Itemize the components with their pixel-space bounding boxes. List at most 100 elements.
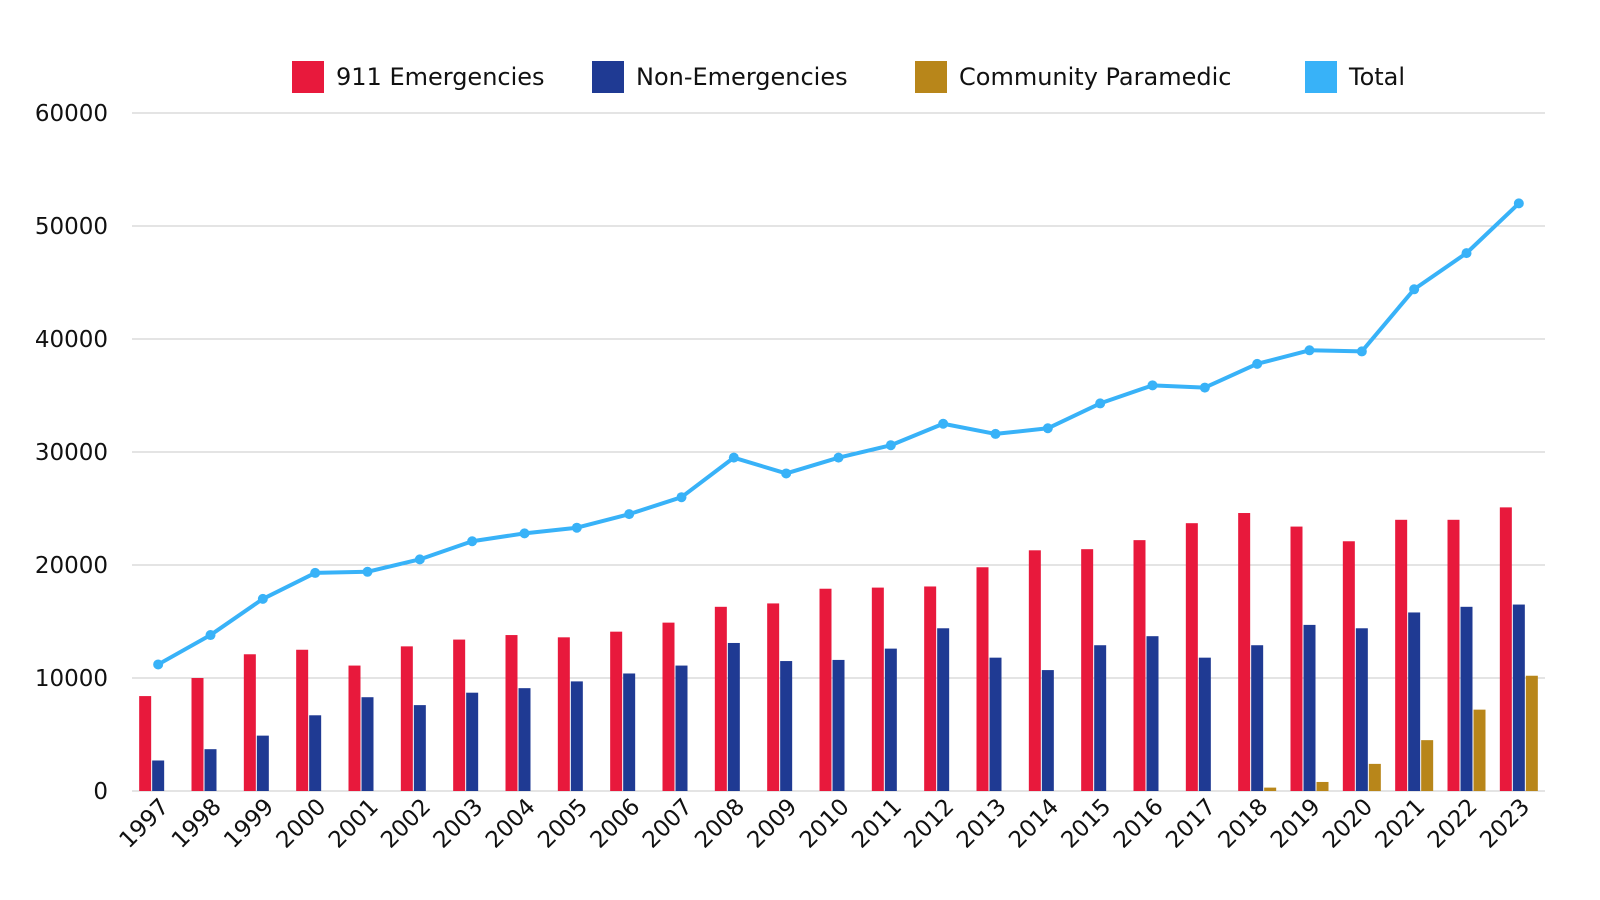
line-point: [1095, 398, 1106, 409]
line-point: [362, 566, 373, 577]
legend-swatch: [915, 61, 947, 93]
y-tick-label: 10000: [35, 666, 108, 692]
bar: [1460, 606, 1473, 791]
bar: [505, 635, 518, 791]
bar: [1512, 604, 1525, 791]
x-tick-label: 2011: [847, 794, 907, 854]
bar: [557, 637, 570, 791]
x-tick-label: 2010: [795, 794, 855, 854]
bar: [1316, 781, 1329, 791]
line-point: [310, 567, 321, 578]
x-tick-label: 2007: [638, 794, 698, 854]
x-tick-label: 2000: [272, 794, 332, 854]
y-axis-ticks: 0 10000 20000 30000 40000 50000 60000: [35, 101, 108, 805]
line-point: [1409, 284, 1420, 295]
bar: [243, 654, 256, 791]
bar: [309, 715, 322, 791]
bar: [1081, 549, 1094, 791]
bar: [1094, 645, 1107, 791]
bar: [518, 688, 531, 791]
line-point: [676, 492, 687, 503]
bar: [204, 749, 217, 791]
x-tick-label: 2020: [1318, 794, 1378, 854]
legend-label: 911 Emergencies: [336, 63, 545, 91]
x-tick-label: 2019: [1266, 794, 1326, 854]
bar: [662, 622, 675, 791]
x-tick-label: 2012: [900, 794, 960, 854]
y-tick-label: 60000: [35, 101, 108, 127]
legend-swatch: [292, 61, 324, 93]
bar: [819, 588, 832, 791]
line-point: [624, 509, 635, 520]
bar: [413, 705, 426, 791]
bar: [767, 603, 780, 791]
line-point: [467, 536, 478, 547]
bar: [1355, 628, 1368, 791]
bar: [1408, 612, 1421, 791]
line-point: [257, 593, 268, 604]
bar: [453, 639, 466, 791]
legend-label: Total: [1348, 63, 1405, 91]
bar: [152, 760, 165, 791]
x-tick-label: 1997: [115, 794, 175, 854]
line-point: [938, 418, 949, 429]
y-tick-label: 20000: [35, 553, 108, 579]
x-tick-label: 1999: [219, 794, 279, 854]
line-point: [1199, 382, 1210, 393]
line-point: [1461, 248, 1472, 259]
x-tick-label: 2009: [743, 794, 803, 854]
bar: [1342, 541, 1355, 791]
bar: [296, 649, 309, 791]
bar: [989, 657, 1002, 791]
bar: [1290, 526, 1303, 791]
legend-swatch: [1305, 61, 1337, 93]
line-series: [157, 201, 1521, 667]
bar: [714, 606, 727, 791]
bar: [256, 735, 269, 791]
x-tick-label: 2014: [1004, 794, 1064, 854]
y-tick-label: 50000: [35, 214, 108, 240]
bar: [976, 567, 989, 791]
total-line: [153, 198, 1524, 670]
bar: [1499, 507, 1512, 791]
line-point: [1147, 380, 1158, 391]
y-tick-label: 40000: [35, 327, 108, 353]
x-tick-label: 2015: [1057, 794, 1117, 854]
bar: [191, 678, 204, 791]
bar: [610, 631, 623, 791]
bar: [1251, 645, 1264, 791]
bar: [1421, 740, 1434, 791]
x-tick-label: 2003: [429, 794, 489, 854]
bar: [348, 665, 361, 791]
bar: [1303, 624, 1316, 791]
bar: [871, 587, 884, 791]
x-tick-label: 2021: [1371, 794, 1431, 854]
bar: [832, 659, 845, 791]
x-tick-label: 2013: [952, 794, 1012, 854]
bar: [1028, 550, 1041, 791]
line-point: [1252, 358, 1263, 369]
bar: [1133, 540, 1146, 791]
bar: [1447, 519, 1460, 791]
legend-swatch: [592, 61, 624, 93]
bar: [1395, 519, 1408, 791]
bar: [1368, 763, 1381, 791]
line-point: [205, 630, 216, 641]
bar: [727, 642, 740, 791]
line-point: [153, 659, 164, 670]
legend-label: Non-Emergencies: [636, 63, 848, 91]
bar: [400, 646, 413, 791]
x-tick-label: 2006: [586, 794, 646, 854]
bar: [1473, 709, 1486, 791]
x-tick-label: 2001: [324, 794, 384, 854]
line-point: [1356, 346, 1367, 357]
bars: [139, 507, 1538, 791]
line-point: [1042, 423, 1053, 434]
line-point: [1513, 198, 1524, 209]
bar: [1264, 787, 1277, 791]
bar: [361, 697, 374, 791]
legend: 911 Emergencies Non-Emergencies Community …: [292, 61, 1405, 93]
bar: [1525, 675, 1538, 791]
